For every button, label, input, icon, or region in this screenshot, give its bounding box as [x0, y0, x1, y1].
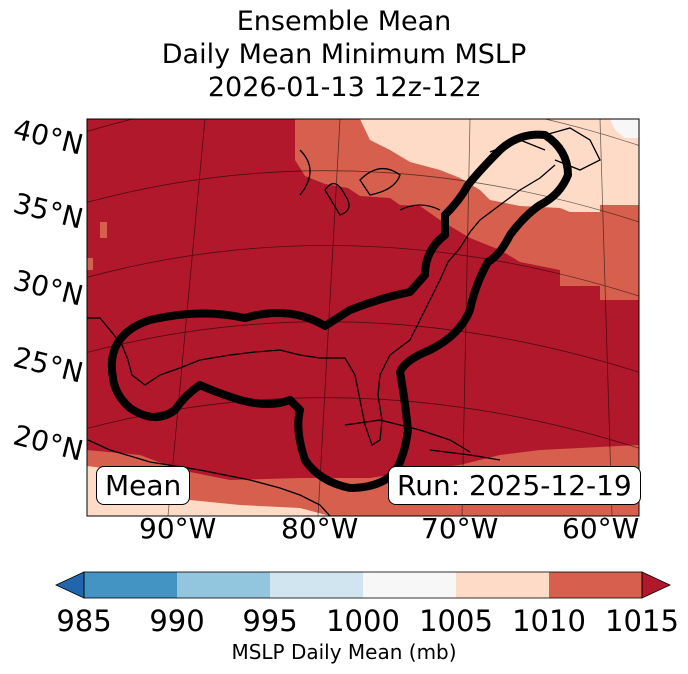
colorbar-extend-low	[55, 571, 85, 599]
contour-1000mb	[107, 130, 572, 492]
map-frame	[86, 118, 640, 517]
colorbar-tick: 1000	[326, 604, 400, 638]
field-speck	[87, 258, 93, 270]
colorbar-tick: 1005	[419, 604, 493, 638]
colorbar-segment	[84, 572, 178, 598]
colorbar-segment	[270, 572, 364, 598]
lon-label-70: 70°W	[421, 512, 499, 545]
field-light-pink-northeast	[360, 119, 639, 212]
field-white-corner	[610, 119, 639, 138]
lon-label-90: 90°W	[139, 512, 217, 545]
title-line-3: 2026-01-13 12z-12z	[207, 72, 481, 103]
mean-label-box: Mean	[96, 466, 191, 505]
colorbar-tick: 985	[56, 604, 112, 638]
lon-label-80: 80°W	[281, 512, 359, 545]
colorbar-segment	[549, 572, 643, 598]
field-speck	[100, 222, 107, 238]
colorbar-label: MSLP Daily Mean (mb)	[231, 640, 457, 664]
colorbar-extend-high	[641, 571, 671, 599]
colorbar-segment	[363, 572, 457, 598]
coastlines	[87, 127, 601, 516]
colorbar-segment	[456, 572, 550, 598]
colorbar-tick: 995	[242, 604, 298, 638]
colorbar-segment	[177, 572, 271, 598]
colorbar-tick: 1015	[605, 604, 679, 638]
colorbar-tick: 1010	[512, 604, 586, 638]
title-line-2: Daily Mean Minimum MSLP	[161, 39, 527, 70]
colorbar-tick: 990	[149, 604, 205, 638]
colorbar-frame	[83, 571, 643, 599]
lon-label-60: 60°W	[562, 512, 640, 545]
title-line-1: Ensemble Mean	[236, 6, 452, 37]
run-date-box: Run: 2025-12-19	[388, 466, 641, 505]
